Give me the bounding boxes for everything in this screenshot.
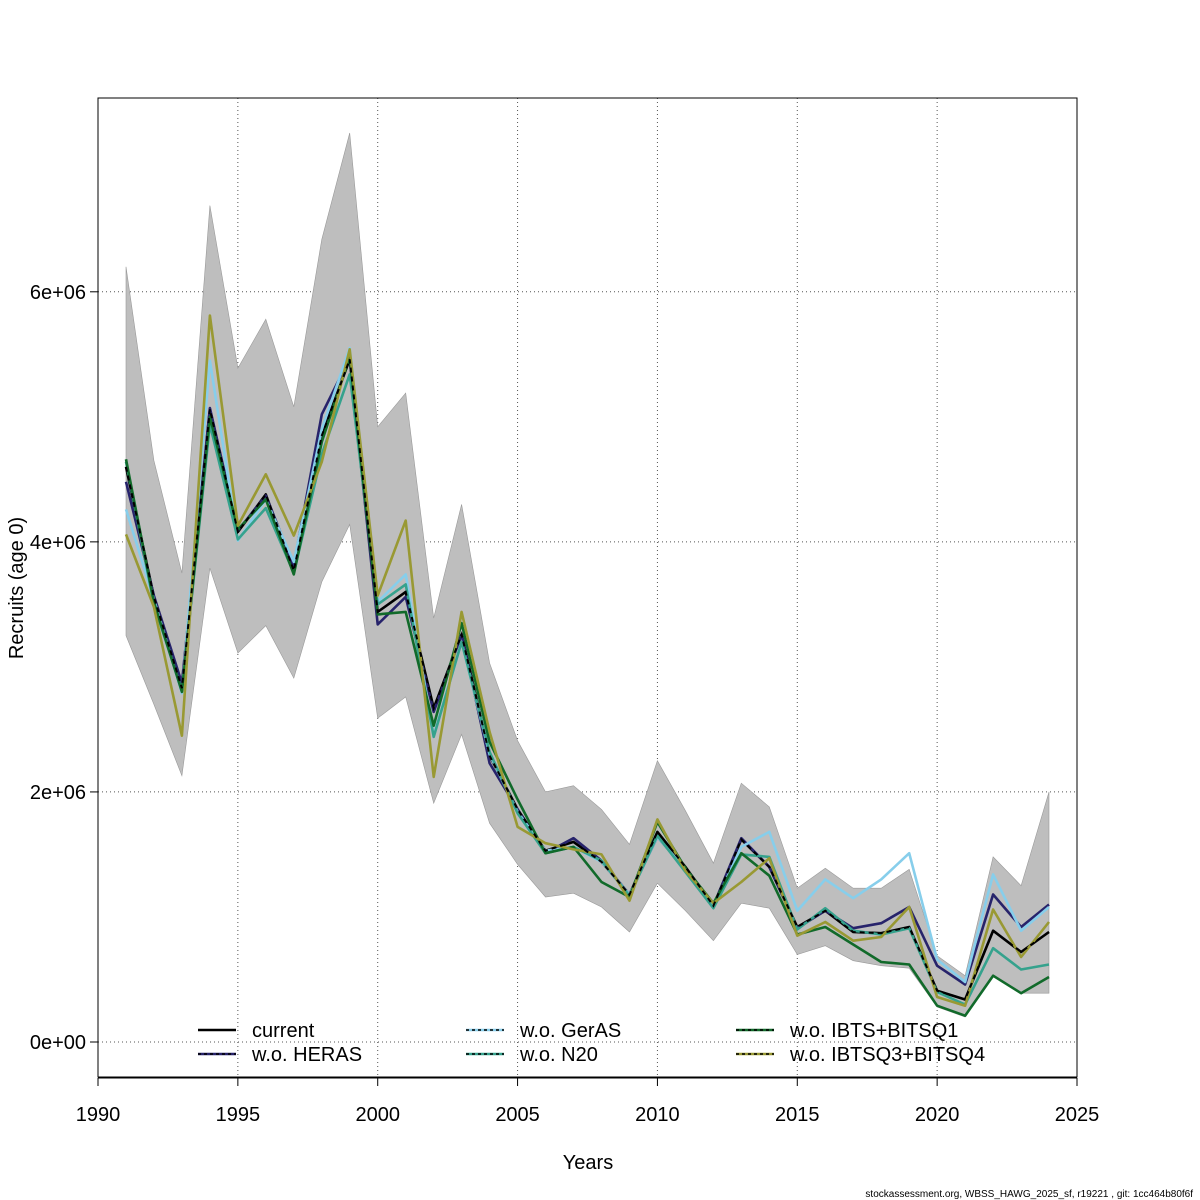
- series-line-current-overlay: [125, 358, 1050, 1001]
- y-tick-label: 2e+06: [30, 782, 86, 804]
- legend-label-3: w.o. GerAS: [519, 1020, 621, 1042]
- y-axis-title: Recruits (age 0): [6, 517, 28, 659]
- legend-label-2: w.o. HERAS: [251, 1044, 362, 1066]
- confidence-band-layer: [125, 132, 1050, 1018]
- legend-label-5: w.o. IBTS+BITSQ1: [789, 1020, 958, 1042]
- x-axis-title: Years: [563, 1152, 613, 1174]
- y-tick-label: 6e+06: [30, 282, 86, 304]
- legend-label-4: w.o. N20: [519, 1044, 598, 1066]
- x-tick-label: 2025: [1055, 1104, 1100, 1126]
- x-tick-label: 1990: [76, 1104, 121, 1126]
- series-layer: [124, 314, 1051, 1018]
- x-tick-label: 2010: [635, 1104, 680, 1126]
- series-line-5: [124, 355, 1050, 1018]
- x-tick-label: 2015: [775, 1104, 820, 1126]
- x-tick-label: 2005: [495, 1104, 540, 1126]
- legend-label-1: current: [252, 1020, 315, 1042]
- x-tick-label: 2020: [915, 1104, 960, 1126]
- footer-note: stockassessment.org, WBSS_HAWG_2025_sf, …: [865, 1189, 1193, 1200]
- x-axis: 1990 1995 2000 2005 2010 2015 2020 2025: [76, 1077, 1100, 1126]
- y-axis: 0e+00 2e+06 4e+06 6e+06: [30, 282, 99, 1054]
- x-tick-label: 1995: [216, 1104, 261, 1126]
- y-tick-label: 4e+06: [30, 532, 86, 554]
- x-tick-label: 2000: [355, 1104, 400, 1126]
- confidence-band: [125, 132, 1050, 1018]
- legend-label-6: w.o. IBTSQ3+BITSQ4: [789, 1044, 985, 1066]
- y-tick-label: 0e+00: [30, 1032, 86, 1054]
